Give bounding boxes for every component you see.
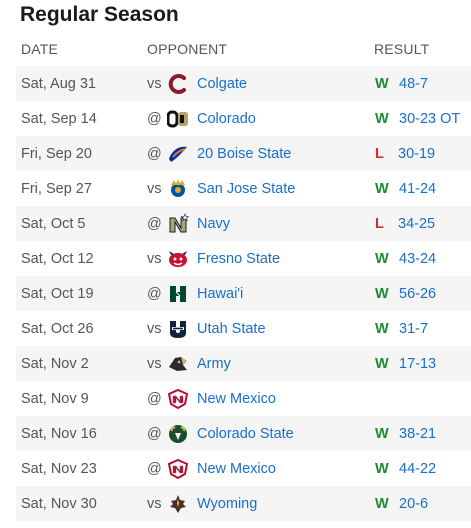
result-indicator: W: [375, 356, 389, 372]
game-date: Fri, Sep 27: [21, 181, 92, 197]
opponent-link[interactable]: Wyoming: [197, 496, 258, 512]
table-row: Sat, Nov 16 @ Colorado State W 38-21: [16, 416, 471, 451]
hawaii-logo-icon[interactable]: [167, 283, 189, 305]
game-date: Sat, Nov 2: [21, 356, 89, 372]
opponent-link[interactable]: Utah State: [197, 321, 266, 337]
new-mexico-logo-icon[interactable]: [167, 458, 189, 480]
colorado-logo-icon[interactable]: [166, 108, 189, 130]
game-date: Sat, Oct 19: [21, 286, 94, 302]
table-row: Sat, Nov 2 vs Army W 17-13: [16, 346, 471, 381]
table-row: Sat, Oct 12 vs Fresno State W 43-24: [16, 241, 471, 276]
section-title: Regular Season: [20, 3, 179, 26]
opponent-link[interactable]: Colgate: [197, 76, 247, 92]
fresno-state-logo-icon[interactable]: [167, 248, 189, 270]
score-link[interactable]: 38-21: [399, 426, 437, 442]
result-indicator: W: [375, 496, 389, 512]
column-header-result: RESULT: [374, 41, 430, 57]
table-row: Sat, Nov 23 @ New Mexico W 44-22: [16, 451, 471, 486]
home-away-indicator: vs: [147, 251, 162, 267]
home-away-indicator: @: [147, 286, 162, 302]
opponent-link[interactable]: Navy: [197, 216, 231, 232]
game-date: Sat, Aug 31: [21, 76, 96, 92]
utah-state-logo-icon[interactable]: [167, 318, 189, 340]
opponent-link[interactable]: Army: [197, 356, 231, 372]
opponent-link[interactable]: New Mexico: [197, 461, 276, 477]
result-indicator: W: [375, 76, 389, 92]
opponent-link[interactable]: Colorado State: [197, 426, 294, 442]
table-header: DATE OPPONENT RESULT: [16, 33, 471, 64]
table-row: Sat, Oct 26 vs Utah State W 31-7: [16, 311, 471, 346]
table-row: Fri, Sep 20 @20 Boise State L 30-19: [16, 136, 471, 171]
table-row: Sat, Nov 9 @ New Mexico: [16, 381, 471, 416]
result-indicator: W: [375, 111, 389, 127]
game-date: Fri, Sep 20: [21, 146, 92, 162]
column-header-date: DATE: [21, 41, 59, 57]
opponent-link[interactable]: San Jose State: [197, 181, 296, 197]
navy-logo-icon[interactable]: [167, 213, 190, 235]
home-away-indicator: @: [147, 391, 162, 407]
score-link[interactable]: 30-23 OT: [399, 111, 461, 127]
score-link[interactable]: 56-26: [399, 286, 437, 302]
opponent-link[interactable]: Hawai'i: [197, 286, 244, 302]
game-date: Sat, Nov 9: [21, 391, 89, 407]
home-away-indicator: vs: [147, 321, 162, 337]
result-indicator: W: [375, 251, 389, 267]
column-header-opponent: OPPONENT: [147, 41, 228, 57]
result-indicator: L: [375, 216, 384, 232]
colorado-state-logo-icon[interactable]: [167, 423, 189, 445]
home-away-indicator: @: [147, 461, 162, 477]
score-link[interactable]: 34-25: [398, 216, 436, 232]
home-away-indicator: vs: [147, 496, 162, 512]
result-indicator: W: [375, 426, 389, 442]
score-link[interactable]: 43-24: [399, 251, 437, 267]
home-away-indicator: @: [147, 111, 162, 127]
game-date: Sat, Oct 26: [21, 321, 94, 337]
result-indicator: W: [375, 286, 389, 302]
result-indicator: W: [375, 461, 389, 477]
schedule-table: Sat, Aug 31 vs Colgate W 48-7 Sat, Sep 14 @ Col…: [16, 66, 471, 521]
wyoming-logo-icon[interactable]: [167, 493, 189, 515]
boise-state-logo-icon[interactable]: [167, 143, 189, 165]
home-away-indicator: @: [147, 426, 162, 442]
game-date: Sat, Sep 14: [21, 111, 97, 127]
opponent-link[interactable]: Colorado: [197, 111, 256, 127]
home-away-indicator: vs: [147, 356, 162, 372]
result-indicator: W: [375, 181, 389, 197]
table-row: Sat, Nov 30 vs Wyoming W 20-6: [16, 486, 471, 521]
score-link[interactable]: 31-7: [399, 321, 429, 337]
opponent-link[interactable]: 20 Boise State: [197, 146, 292, 162]
home-away-indicator: vs: [147, 76, 162, 92]
score-link[interactable]: 48-7: [399, 76, 429, 92]
home-away-indicator: @: [147, 216, 162, 232]
game-date: Sat, Oct 5: [21, 216, 86, 232]
opponent-link[interactable]: Fresno State: [197, 251, 281, 267]
table-row: Sat, Oct 5 @ Navy L 34-25: [16, 206, 471, 241]
score-link[interactable]: 30-19: [398, 146, 436, 162]
table-row: Sat, Aug 31 vs Colgate W 48-7: [16, 66, 471, 101]
game-date: Sat, Nov 16: [21, 426, 97, 442]
score-link[interactable]: 20-6: [399, 496, 429, 512]
result-indicator: L: [375, 146, 384, 162]
score-link[interactable]: 17-13: [399, 356, 437, 372]
san-jose-state-logo-icon[interactable]: [167, 178, 189, 200]
colgate-logo-icon[interactable]: [167, 73, 189, 95]
table-row: Sat, Oct 19 @ Hawai'i W 56-26: [16, 276, 471, 311]
result-indicator: W: [375, 321, 389, 337]
game-date: Sat, Nov 23: [21, 461, 97, 477]
new-mexico-logo-icon[interactable]: [167, 388, 189, 410]
game-date: Sat, Nov 30: [21, 496, 97, 512]
army-logo-icon[interactable]: [167, 353, 189, 375]
home-away-indicator: vs: [147, 181, 162, 197]
score-link[interactable]: 41-24: [399, 181, 437, 197]
table-row: Sat, Sep 14 @ Colorado W 30-23 OT: [16, 101, 471, 136]
table-row: Fri, Sep 27 vs San Jose State W 41-24: [16, 171, 471, 206]
home-away-indicator: @: [147, 146, 162, 162]
opponent-link[interactable]: New Mexico: [197, 391, 276, 407]
score-link[interactable]: 44-22: [399, 461, 437, 477]
game-date: Sat, Oct 12: [21, 251, 94, 267]
